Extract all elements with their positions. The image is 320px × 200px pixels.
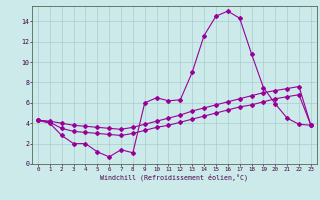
X-axis label: Windchill (Refroidissement éolien,°C): Windchill (Refroidissement éolien,°C) <box>100 173 248 181</box>
